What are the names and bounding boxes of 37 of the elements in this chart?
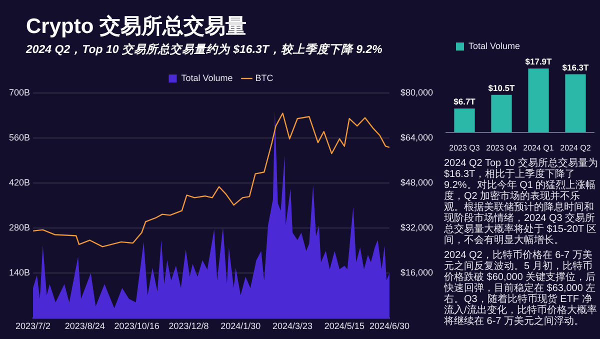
chart-subtitle: 2024 Q2，Top 10 交易所总交易量约为 $16.3T，较上季度下降 9.2% bbox=[26, 42, 382, 57]
x-tick-label: 2024 Q2 bbox=[560, 143, 592, 152]
y2-tick-label: $64,000 bbox=[400, 132, 434, 143]
data-label: $17.9T bbox=[525, 56, 553, 67]
chart-title: Crypto 交易所总交易量 bbox=[26, 14, 246, 40]
data-label: $10.5T bbox=[488, 83, 516, 94]
y2-tick-label: $16,000 bbox=[400, 268, 434, 278]
legend-label: BTC bbox=[255, 72, 274, 83]
x-tick-label: 2023 Q3 bbox=[449, 143, 480, 152]
data-label: $6.7T bbox=[454, 96, 476, 107]
legend-label: Total Volume bbox=[468, 40, 520, 51]
bar bbox=[528, 68, 549, 132]
bar bbox=[454, 108, 475, 132]
bar bbox=[565, 74, 586, 132]
legend-label: Total Volume bbox=[181, 72, 233, 83]
x-tick-label: 2024 Q1 bbox=[523, 143, 554, 152]
x-tick-label: 2023/10/16 bbox=[114, 321, 160, 332]
bar bbox=[491, 94, 512, 132]
y-tick-label: 140B bbox=[8, 268, 30, 278]
x-tick-label: 2023/8/24 bbox=[64, 321, 105, 332]
x-tick-label: 2024/1/30 bbox=[220, 321, 261, 332]
y2-tick-label: $80,000 bbox=[400, 87, 434, 98]
x-tick-label: 2023 Q4 bbox=[486, 143, 518, 152]
y-tick-label: 420B bbox=[8, 178, 30, 188]
y-tick-label: 700B bbox=[8, 87, 30, 98]
text: 2024 Q2，比特币价格在 6-7 万美元之间反复波动。5 月初，比特币价格跌破 $60,000 关键支撑位，后快速回弹，目前稳定在 $63,000 左右。Q3，随着比特币现货 ETF 净流入/流出变化，比特币价格大概率将继续在 6-7 万美元之间浮动。 bbox=[444, 250, 598, 327]
y-tick-label: 560B bbox=[8, 132, 30, 143]
text: 2024 Q2 Top 10 交易所总交易量为 $16.3T，相比于上季度下降了 9.2%。对比今年 Q1 的猛烈上涨幅度，Q2 加密市场的表现并不乐观。根据美联储预计的降息时间和现阶段市场情绪，2024 Q3 交易所总交易量大概率将处于 $15-20T 区间，不会有明显大幅增长。 bbox=[444, 158, 598, 246]
y2-tick-label: $48,000 bbox=[400, 178, 434, 188]
x-tick-label: 2024/3/23 bbox=[272, 321, 313, 332]
data-label: $16.3T bbox=[562, 62, 590, 72]
y-tick-label: 280B bbox=[8, 222, 30, 233]
x-tick-label: 2023/7/2 bbox=[15, 321, 51, 332]
x-tick-label: 2024/6/30 bbox=[369, 321, 410, 332]
y2-tick-label: $32,000 bbox=[400, 222, 434, 233]
x-tick-label: 2023/12/8 bbox=[168, 321, 209, 332]
x-tick-label: 2024/5/15 bbox=[324, 321, 364, 332]
